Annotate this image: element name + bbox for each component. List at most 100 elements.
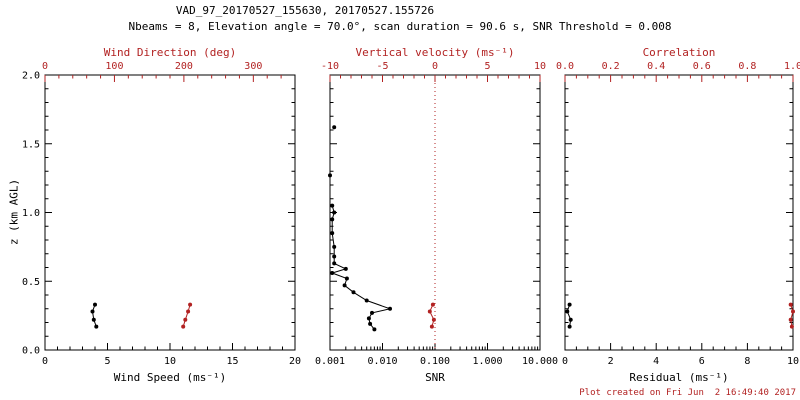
plot-subtitle: Nbeams = 8, Elevation angle = 70.0°, sca…: [128, 20, 672, 33]
top-tick-label: 5: [484, 61, 490, 72]
snr-profile-marker: [332, 261, 337, 266]
panel-box: [329, 74, 541, 351]
snr-upper-marker: [328, 173, 332, 178]
snr-upper-marker: [332, 125, 337, 130]
top-tick-label: 0.8: [738, 61, 756, 72]
top-tick-label: 0.6: [693, 61, 711, 72]
wind-direction-marker: [188, 302, 193, 307]
residual-line: [566, 304, 572, 327]
vertical-velocity-marker: [427, 309, 432, 314]
snr-profile-marker: [330, 203, 335, 208]
wind-speed-marker: [94, 324, 99, 329]
y-tick-label: 1.5: [22, 139, 40, 150]
bottom-tick-label: 5: [104, 356, 110, 367]
panel-snr: 0.001 0.010 0.100 1.000 10.000 SNR -10 -5 0 5 10 Ve…: [315, 46, 558, 384]
y-axis: [330, 74, 540, 351]
top-tick-label: 0: [42, 61, 48, 72]
correlation-marker: [791, 309, 795, 314]
residual-marker: [567, 302, 572, 307]
correlation-line: [790, 304, 794, 327]
bottom-axis-title-residual: Residual (ms⁻¹): [629, 371, 728, 384]
bottom-tick-label: 2: [608, 356, 614, 367]
bottom-tick-label: 4: [653, 356, 659, 367]
top-tick-label: 0.4: [647, 61, 665, 72]
snr-profile-marker: [366, 316, 371, 321]
top-axis-title-wind: Wind Direction (deg): [104, 46, 236, 59]
vertical-velocity-marker: [431, 317, 436, 322]
residual-marker: [565, 309, 570, 314]
y-tick-label: 2.0: [22, 71, 40, 82]
top-tick-label: 0.2: [602, 61, 620, 72]
snr-profile-marker: [364, 298, 369, 303]
snr-profile-line: [330, 205, 392, 330]
snr-profile-marker: [332, 210, 337, 215]
wind-speed-marker: [90, 309, 95, 314]
snr-profile-marker: [330, 271, 335, 275]
residual-marker: [567, 324, 572, 329]
wind-speed-line: [91, 304, 97, 327]
plot-title: VAD_97_20170527_155630, 20170527.155726: [175, 4, 435, 17]
bottom-tick-label: 0.010: [367, 356, 397, 367]
correlation-marker: [788, 302, 793, 307]
snr-profile-marker: [344, 276, 349, 281]
wind-direction-marker: [181, 324, 186, 329]
top-tick-label: -10: [321, 61, 339, 72]
vertical-velocity-line: [429, 304, 435, 327]
vertical-velocity-marker: [430, 302, 435, 307]
snr-profile-marker: [330, 231, 335, 236]
snr-profile-marker: [330, 217, 335, 222]
top-tick-label: -5: [376, 61, 388, 72]
panel-box: [44, 74, 296, 351]
bottom-tick-label: 6: [699, 356, 705, 367]
bottom-tick-label: 10: [164, 356, 176, 367]
snr-profile-marker: [370, 310, 374, 315]
y-tick-label: 1.0: [22, 208, 40, 219]
vertical-velocity-series: [427, 302, 436, 329]
snr-profile-marker: [342, 283, 347, 288]
top-tick-label: 0.0: [556, 61, 574, 72]
bottom-tick-label: 10: [787, 356, 799, 367]
plot-credit: Plot created on Fri Jun 2 16:49:40 2017: [579, 388, 796, 398]
top-tick-label: 200: [175, 61, 193, 72]
bottom-axis-title-wind: Wind Speed (ms⁻¹): [114, 371, 227, 384]
top-axis-title-snr: Vertical velocity (ms⁻¹): [356, 46, 515, 59]
bottom-tick-label: 20: [289, 356, 301, 367]
vertical-velocity-marker: [429, 324, 434, 329]
y-axis: 0.0 0.5 1.0 1.5 2.0: [22, 71, 295, 357]
top-tick-label: 0: [432, 61, 438, 72]
residual-marker: [568, 317, 573, 322]
correlation-marker: [788, 317, 793, 322]
correlation-series: [788, 302, 795, 329]
snr-upper-series: [328, 125, 337, 178]
bottom-tick-label: 8: [744, 356, 750, 367]
snr-profile-marker: [372, 327, 377, 332]
top-tick-label: 100: [105, 61, 123, 72]
panel-box: [564, 74, 794, 351]
snr-profile-marker: [388, 306, 392, 311]
bottom-tick-label: 0.001: [315, 356, 345, 367]
bottom-tick-label: 10.000: [522, 356, 558, 367]
snr-profile-marker: [351, 290, 356, 295]
bottom-axis-residual: 0 2 4 6 8 10 Residual (ms⁻¹): [562, 343, 799, 384]
bottom-axis-snr: 0.001 0.010 0.100 1.000 10.000 SNR: [315, 343, 558, 384]
wind-direction-marker: [183, 317, 188, 322]
top-axis-snr: -10 -5 0 5 10 Vertical velocity (ms⁻¹): [321, 46, 546, 82]
snr-profile-marker: [332, 254, 337, 259]
wind-direction-line: [182, 304, 191, 327]
y-tick-label: 0.0: [22, 346, 40, 357]
y-axis: [565, 74, 793, 351]
top-tick-label: 300: [244, 61, 262, 72]
residual-series: [565, 302, 573, 329]
top-axis-title-residual: Correlation: [643, 46, 716, 59]
bottom-axis-title-snr: SNR: [425, 371, 445, 384]
snr-profile-series: [330, 203, 392, 332]
bottom-axis-wind: 0 5 10 15 20 Wind Speed (ms⁻¹): [42, 343, 301, 384]
correlation-marker: [789, 324, 794, 329]
wind-speed-series: [90, 302, 99, 329]
y-tick-label: 0.5: [22, 277, 40, 288]
panel-residual: 0 2 4 6 8 10 Residual (ms⁻¹) 0.0 0.2 0.4 0.6 0.8 1.0…: [556, 46, 800, 384]
top-axis-residual: 0.0 0.2 0.4 0.6 0.8 1.0 Correlation: [556, 46, 800, 82]
